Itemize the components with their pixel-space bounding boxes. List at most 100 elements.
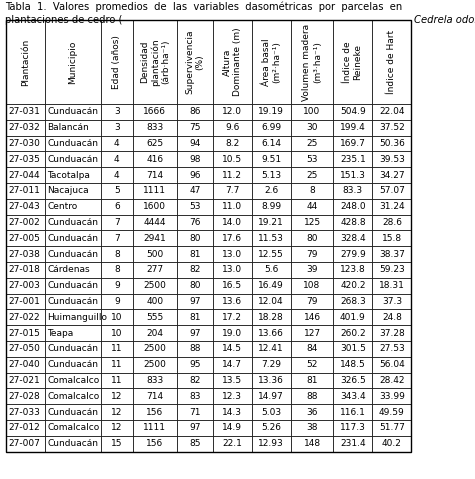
Bar bbox=[177, 420, 213, 436]
Bar bbox=[177, 404, 213, 420]
Bar bbox=[101, 262, 133, 278]
Bar bbox=[133, 262, 177, 278]
Text: 38: 38 bbox=[306, 423, 318, 433]
Bar bbox=[291, 167, 333, 183]
Bar bbox=[213, 230, 252, 246]
Bar bbox=[133, 151, 177, 167]
Bar bbox=[333, 104, 372, 120]
Text: Cunduacán: Cunduacán bbox=[47, 250, 98, 259]
Text: 36: 36 bbox=[306, 408, 318, 417]
Text: 27-012: 27-012 bbox=[8, 423, 40, 433]
Bar bbox=[177, 373, 213, 388]
Text: 27-003: 27-003 bbox=[8, 281, 40, 290]
Bar bbox=[291, 262, 333, 278]
Text: 1666: 1666 bbox=[143, 107, 166, 116]
Text: 3: 3 bbox=[114, 123, 120, 132]
Bar bbox=[133, 294, 177, 309]
Bar bbox=[6, 20, 45, 104]
Bar bbox=[6, 404, 45, 420]
Text: 18.31: 18.31 bbox=[379, 281, 405, 290]
Bar bbox=[333, 294, 372, 309]
Text: 15.8: 15.8 bbox=[382, 234, 402, 243]
Bar bbox=[372, 325, 411, 341]
Text: 40.2: 40.2 bbox=[382, 439, 402, 448]
Text: 22.04: 22.04 bbox=[379, 107, 405, 116]
Bar bbox=[372, 436, 411, 452]
Bar bbox=[372, 136, 411, 151]
Bar bbox=[333, 325, 372, 341]
Text: 8.2: 8.2 bbox=[225, 139, 239, 148]
Text: 7: 7 bbox=[114, 234, 120, 243]
Bar bbox=[213, 246, 252, 262]
Bar bbox=[6, 120, 45, 136]
Bar bbox=[213, 420, 252, 436]
Bar bbox=[101, 278, 133, 294]
Text: Índice de
Reineke: Índice de Reineke bbox=[343, 41, 362, 83]
Text: 12.55: 12.55 bbox=[258, 250, 284, 259]
Text: 11: 11 bbox=[111, 360, 123, 369]
Bar bbox=[177, 136, 213, 151]
Text: 86: 86 bbox=[189, 107, 200, 116]
Text: Teapa: Teapa bbox=[47, 329, 73, 338]
Bar bbox=[6, 262, 45, 278]
Text: Cunduacán: Cunduacán bbox=[47, 281, 98, 290]
Text: 13.0: 13.0 bbox=[222, 265, 242, 274]
Bar bbox=[372, 199, 411, 215]
Text: 27-028: 27-028 bbox=[8, 392, 40, 401]
Bar bbox=[333, 341, 372, 357]
Bar bbox=[133, 104, 177, 120]
Bar bbox=[177, 183, 213, 199]
Text: 27-021: 27-021 bbox=[8, 376, 40, 385]
Text: 7.7: 7.7 bbox=[225, 186, 239, 195]
Text: 19.19: 19.19 bbox=[258, 107, 284, 116]
Text: 82: 82 bbox=[189, 265, 200, 274]
Text: 39: 39 bbox=[306, 265, 318, 274]
Bar bbox=[252, 183, 291, 199]
Bar bbox=[6, 294, 45, 309]
Bar bbox=[101, 404, 133, 420]
Text: 12.41: 12.41 bbox=[258, 344, 284, 354]
Text: 401.9: 401.9 bbox=[340, 313, 366, 322]
Text: 169.7: 169.7 bbox=[340, 139, 366, 148]
Bar bbox=[252, 120, 291, 136]
Bar bbox=[213, 104, 252, 120]
Text: 146: 146 bbox=[304, 313, 321, 322]
Bar bbox=[213, 215, 252, 230]
Text: 81: 81 bbox=[189, 250, 200, 259]
Bar bbox=[372, 262, 411, 278]
Bar bbox=[133, 325, 177, 341]
Text: 235.1: 235.1 bbox=[340, 155, 366, 164]
Text: 97: 97 bbox=[189, 423, 200, 433]
Text: 5.26: 5.26 bbox=[261, 423, 281, 433]
Bar bbox=[372, 230, 411, 246]
Text: Cárdenas: Cárdenas bbox=[47, 265, 90, 274]
Text: 25: 25 bbox=[306, 171, 318, 180]
Text: 500: 500 bbox=[146, 250, 163, 259]
Bar bbox=[133, 357, 177, 373]
Bar bbox=[291, 151, 333, 167]
Bar bbox=[213, 357, 252, 373]
Text: 11.0: 11.0 bbox=[222, 202, 242, 211]
Text: 10: 10 bbox=[111, 313, 123, 322]
Text: 6.14: 6.14 bbox=[261, 139, 281, 148]
Text: 76: 76 bbox=[189, 218, 200, 227]
Bar bbox=[291, 183, 333, 199]
Bar bbox=[213, 278, 252, 294]
Bar bbox=[213, 373, 252, 388]
Bar bbox=[372, 420, 411, 436]
Bar bbox=[101, 167, 133, 183]
Text: 30: 30 bbox=[306, 123, 318, 132]
Text: 5.03: 5.03 bbox=[261, 408, 281, 417]
Text: 14.5: 14.5 bbox=[222, 344, 242, 354]
Text: 59.23: 59.23 bbox=[379, 265, 405, 274]
Bar bbox=[177, 309, 213, 325]
Bar bbox=[213, 436, 252, 452]
Text: 204: 204 bbox=[146, 329, 163, 338]
Text: 8: 8 bbox=[114, 265, 120, 274]
Text: 28.42: 28.42 bbox=[379, 376, 405, 385]
Bar bbox=[6, 278, 45, 294]
Bar bbox=[213, 167, 252, 183]
Text: 14.3: 14.3 bbox=[222, 408, 242, 417]
Text: 260.2: 260.2 bbox=[340, 329, 366, 338]
Text: 52: 52 bbox=[306, 360, 318, 369]
